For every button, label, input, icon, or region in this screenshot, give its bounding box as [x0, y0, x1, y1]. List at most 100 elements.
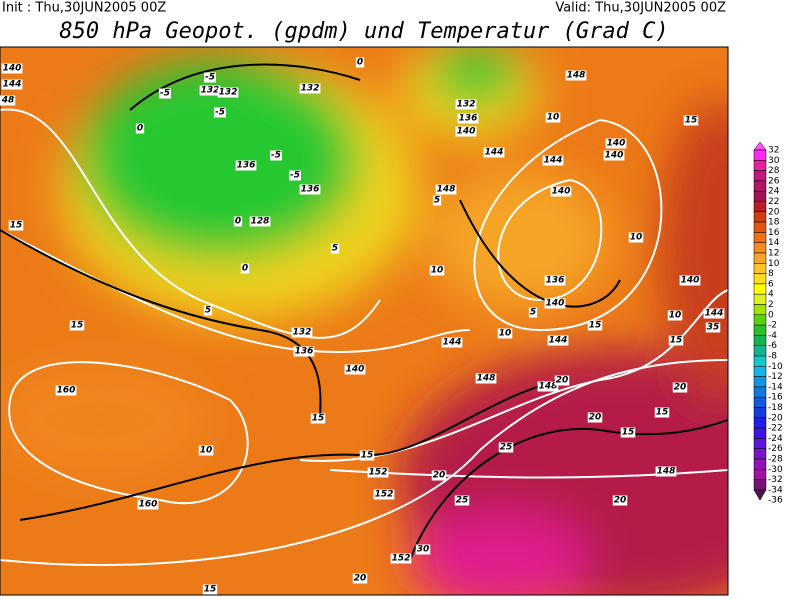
contour-label: 15	[204, 585, 217, 595]
contour-label-box	[668, 335, 684, 346]
contour-label-box	[55, 385, 77, 396]
colorbar-swatch	[753, 232, 767, 243]
contour-label-box	[587, 320, 603, 331]
contour-label-box	[204, 72, 216, 83]
contour-label: 15	[71, 321, 84, 331]
contour-label: -5	[271, 151, 281, 161]
contour-label: 10	[669, 311, 682, 321]
colorbar-label: 0	[768, 310, 774, 320]
colorbar-swatch	[753, 355, 767, 367]
contour-label: 20	[433, 471, 446, 481]
contour-label-box	[554, 375, 570, 386]
contour-label-box	[344, 364, 366, 375]
contour-label-box	[431, 470, 447, 481]
contour-label: 148	[437, 185, 456, 195]
contour-label-box	[654, 407, 670, 418]
contour-label: 148	[567, 71, 586, 81]
colorbar-swatch	[753, 448, 767, 460]
colorbar-label: -36	[768, 496, 783, 506]
contour-label-box	[330, 243, 340, 254]
contour-label-box	[537, 381, 559, 392]
contour-label-box	[628, 232, 644, 243]
colorbar-swatch	[753, 149, 767, 161]
contour-label-box	[612, 495, 628, 506]
colorbar-swatch	[753, 469, 767, 480]
contour-label-box	[373, 489, 395, 500]
contour-label: 15	[685, 116, 698, 126]
colorbar-swatch	[753, 314, 767, 326]
colorbar-swatch	[753, 201, 767, 213]
colorbar-cap	[753, 489, 767, 501]
colorbar-swatch	[753, 160, 767, 171]
contour-label-box	[454, 495, 470, 506]
colorbar-label: 8	[768, 269, 774, 279]
contour-label-box	[0, 95, 16, 106]
contour-label-box	[705, 322, 721, 333]
colorbar-swatch	[753, 386, 767, 398]
contour-label: 5	[205, 306, 211, 316]
colorbar-swatch	[753, 190, 767, 202]
contour-label-box	[289, 170, 301, 181]
contour-label-box	[603, 150, 625, 161]
map-title: 850 hPa Geopot. (gpdm) und Temperatur (G…	[59, 19, 668, 44]
contour-label-box	[542, 155, 564, 166]
contour-label-box	[367, 467, 389, 478]
contour-label-box	[550, 186, 572, 197]
colorbar-label: 20	[768, 207, 780, 217]
colorbar-swatch	[753, 458, 767, 470]
contour-label: 0	[242, 264, 248, 274]
contour-label-box	[135, 123, 145, 134]
contour-label-box	[528, 307, 538, 318]
colorbar-swatch	[753, 263, 767, 274]
contour-label-box	[217, 87, 239, 98]
contour-label: 140	[346, 365, 365, 375]
contour-label: 132	[219, 88, 238, 98]
contour-label: 0	[137, 124, 143, 134]
contour-label-box	[1, 79, 23, 90]
colorbar-swatch	[753, 324, 767, 336]
contour-label: 140	[546, 299, 565, 309]
contour-label: 48	[1, 96, 15, 106]
contour-label: 5	[434, 196, 440, 206]
contour-label-box	[544, 298, 566, 309]
contour-label: 132	[293, 328, 312, 338]
contour-label: 10	[630, 233, 643, 243]
colorbar-swatch	[753, 396, 767, 408]
colorbar-swatch	[753, 438, 767, 449]
colorbar-swatch	[753, 273, 767, 285]
contour-label-box	[235, 160, 257, 171]
contour-label: 132	[201, 86, 220, 96]
contour-label-box	[415, 544, 431, 555]
contour-label-box	[429, 265, 445, 276]
init-time: Init : Thu,30JUN2005 00Z	[2, 1, 166, 16]
contour-label-box	[137, 499, 159, 510]
contour-label: -5	[160, 89, 170, 99]
contour-label-box	[455, 126, 477, 137]
contour-label: 136	[295, 347, 314, 357]
contour-label-box	[214, 107, 226, 118]
contour-label: 132	[457, 100, 476, 110]
colorbar-swatch	[753, 345, 767, 357]
contour-label: 0	[235, 217, 241, 227]
contour-label: 140	[605, 151, 624, 161]
contour-label: -5	[290, 171, 300, 181]
colorbar-label: 16	[768, 228, 780, 238]
valid-time: Valid: Thu,30JUN2005 00Z	[555, 1, 726, 16]
contour-label-box	[655, 466, 677, 477]
contour-label: 10	[547, 113, 560, 123]
contour-label: 10	[200, 446, 213, 456]
contour-label-box	[203, 305, 213, 316]
contour-label-box	[299, 83, 321, 94]
contour-label: 20	[614, 496, 627, 506]
contour-label: 144	[549, 336, 568, 346]
colorbar-label: 6	[768, 279, 774, 289]
contour-label-box	[299, 184, 321, 195]
contour-label: 20	[354, 574, 367, 584]
contour-label-box	[703, 308, 725, 319]
colorbar-label: 18	[768, 218, 780, 228]
contour-label-box	[240, 263, 250, 274]
colorbar-label: -4	[768, 331, 777, 341]
colorbar-swatch	[753, 252, 767, 264]
contour-label: 140	[3, 64, 22, 74]
